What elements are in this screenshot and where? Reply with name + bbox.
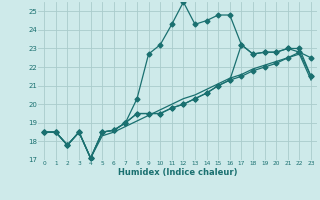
X-axis label: Humidex (Indice chaleur): Humidex (Indice chaleur) [118,168,237,177]
